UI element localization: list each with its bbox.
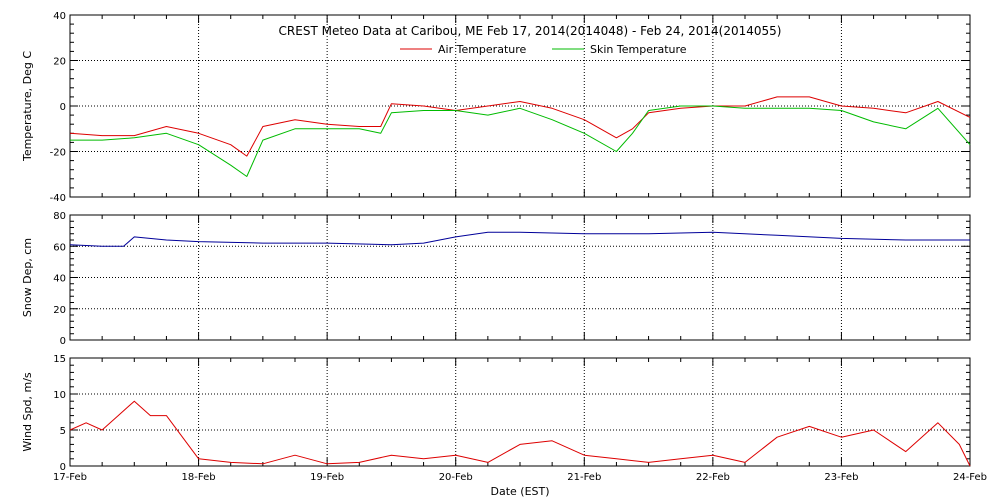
temperature-y-axis-title: Temperature, Deg C: [21, 51, 34, 162]
wind-speed-y-axis-title: Wind Spd, m/s: [21, 372, 34, 452]
x-tick-label: 21-Feb: [567, 472, 601, 483]
y-tick-label: -40: [50, 193, 66, 204]
chart-title: CREST Meteo Data at Caribou, ME Feb 17, …: [279, 24, 782, 38]
x-axis-title: Date (EST): [490, 485, 549, 498]
y-tick-label: -20: [50, 148, 66, 159]
x-tick-label: 20-Feb: [439, 472, 473, 483]
x-tick-label: 18-Feb: [182, 472, 216, 483]
y-tick-label: 20: [53, 305, 66, 316]
y-tick-label: 40: [53, 274, 66, 285]
x-tick-label: 17-Feb: [53, 472, 87, 483]
x-tick-label: 19-Feb: [310, 472, 344, 483]
skin-temperature-series-line: [70, 105, 971, 177]
y-tick-label: 10: [53, 390, 66, 401]
y-tick-label: 0: [60, 102, 66, 113]
snow-depth-series-line: [69, 231, 970, 247]
y-tick-label: 0: [60, 336, 66, 347]
wind-speed-series-line: [69, 400, 971, 467]
snow-depth-y-axis-title: Snow Dep, cm: [21, 238, 34, 317]
y-tick-label: 60: [53, 242, 66, 253]
y-tick-label: 20: [53, 57, 66, 68]
wind-speed-plot-frame: [69, 357, 971, 467]
air-temperature-series-line: [69, 96, 971, 157]
y-tick-label: 80: [53, 211, 66, 222]
legend-label-skin-temperature: Skin Temperature: [590, 43, 687, 56]
y-tick-label: 0: [60, 462, 66, 473]
y-tick-label: 15: [53, 354, 66, 365]
x-tick-label: 22-Feb: [696, 472, 730, 483]
legend-label-air-temperature: Air Temperature: [438, 43, 527, 56]
x-tick-label: 24-Feb: [953, 472, 987, 483]
y-tick-label: 5: [60, 426, 66, 437]
x-tick-label: 23-Feb: [824, 472, 858, 483]
y-tick-label: 40: [53, 11, 66, 22]
